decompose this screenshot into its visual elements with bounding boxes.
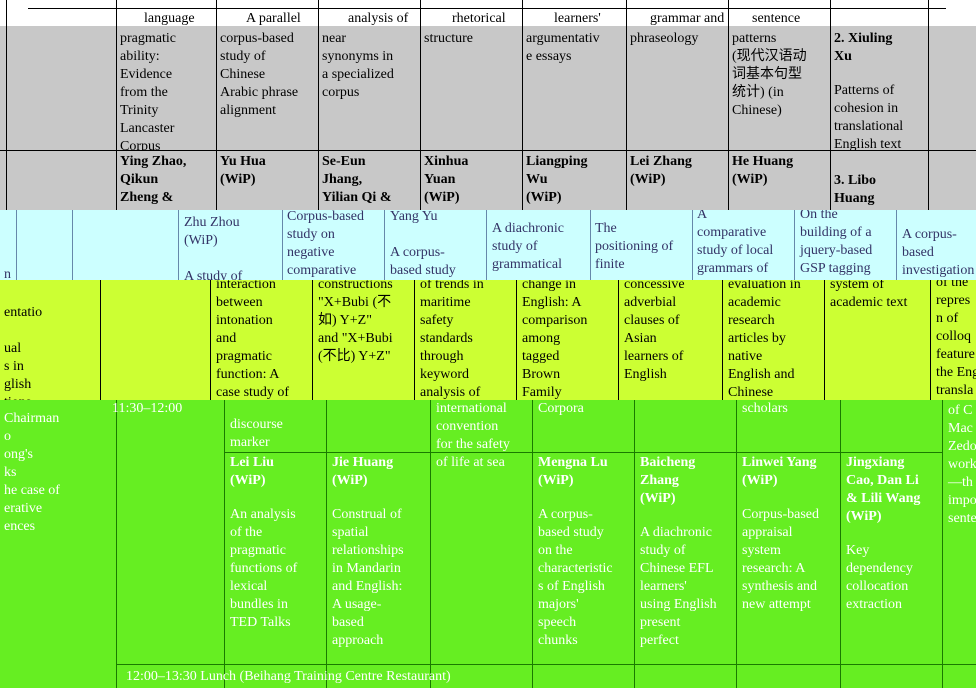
paper-title: pragmatic ability: Evidence from the Tri… [120, 31, 176, 150]
paper-title: system of academic text [830, 280, 908, 310]
header-cell: grammar and [650, 11, 725, 26]
paper-title: evaluation in academic research articles… [728, 280, 801, 400]
session-author: Liangping Wu (WiP) [526, 154, 588, 205]
gray-band: language A parallel analysis of rhetoric… [0, 0, 976, 210]
session-author: Mengna Lu (WiP) [538, 455, 608, 488]
paper-title: The positioning of finite [595, 221, 674, 272]
session-author: 3. Libo Huang [834, 173, 877, 206]
header-cell: A parallel [246, 11, 301, 26]
paper-title: international convention for the safety … [436, 401, 510, 470]
paper-title: Corpora [538, 401, 584, 416]
paper-title: Construal of spatial relationships in Ma… [332, 507, 404, 648]
paper-title: interaction between intonation and pragm… [216, 280, 290, 404]
green-band: Chairman o ong's ks he case of erative e… [0, 400, 976, 688]
session-author: Lei Liu (WiP) [230, 455, 274, 488]
row-label: entatio ual s in glish tions [4, 305, 43, 404]
paper-title: concessive adverbial clauses of Asian le… [624, 280, 685, 382]
session-author: Xinhua Yuan (WiP) [424, 154, 469, 205]
paper-title: Patterns of cohesion in translational En… [834, 83, 904, 152]
session-author: Baicheng Zhang (WiP) [640, 455, 696, 506]
paper-title: A comparative study of local grammars of [697, 210, 774, 276]
paper-title: A diachronic study of Chinese EFL learne… [640, 525, 717, 648]
header-cell: sentence [752, 11, 801, 26]
yellow-band: entatio ual s in glish tions interaction… [0, 280, 976, 404]
paper-title: near synonyms in a specialized corpus [322, 31, 394, 100]
header-cell: language [144, 11, 195, 26]
stub-text: n [4, 267, 11, 282]
paper-title: corpus-based study of Chinese Arabic phr… [220, 31, 299, 118]
paper-title: of the repres n of colloq feature the En… [936, 280, 976, 398]
paper-title: discourse marker [230, 417, 283, 450]
header-cell: analysis of [348, 11, 409, 26]
paper-title: argumentativ e essays [526, 31, 600, 64]
paper-title: A diachronic study of grammatical [492, 221, 564, 272]
cyan-band: n Zhu Zhou (WiP) A study of Corpus-based… [0, 210, 976, 284]
paper-title: Key dependency collocation extraction [846, 543, 913, 612]
row-label: Chairman o ong's ks he case of erative e… [4, 411, 60, 534]
paper-title: Yang Yu A corpus- based study [390, 210, 456, 278]
paper-title: A corpus- based study on the characteris… [538, 507, 613, 648]
paper-title: Zhu Zhou (WiP) A study of [184, 215, 243, 284]
paper-title: A corpus- based investigation [902, 227, 975, 278]
time-label: 11:30–12:00 [112, 401, 183, 416]
paper-title: patterns (现代汉语动 词基本句型 统计) (in Chinese) [732, 31, 807, 118]
session-author: Jingxiang Cao, Dan Li & Lili Wang (WiP) [846, 455, 921, 524]
paper-title: constructions "X+Bubi (不 如) Y+Z" and "X+… [318, 280, 393, 364]
paper-title: of C Mac Zedo work —th impo sente [948, 403, 976, 526]
paper-title: An analysis of the pragmatic functions o… [230, 507, 298, 630]
paper-title: change in English: A comparison among ta… [522, 280, 588, 400]
paper-title: Corpus-based study on negative comparati… [287, 210, 364, 278]
session-author: He Huang (WiP) [732, 154, 794, 187]
session-author: 2. Xiuling Xu [834, 31, 893, 64]
session-author: Se-Eun Jhang, Yilian Qi & [322, 154, 392, 205]
paper-title: scholars [742, 401, 788, 416]
paper-title: On the building of a jquery-based GSP ta… [800, 210, 873, 276]
paper-title: of trends in maritime safety standards t… [420, 280, 484, 400]
paper-title: phraseology [630, 31, 699, 46]
session-author: Jie Huang (WiP) [332, 455, 394, 488]
header-cell: learners' [554, 11, 601, 26]
session-author: Yu Hua (WiP) [220, 154, 266, 187]
session-author: Lei Zhang (WiP) [630, 154, 692, 187]
paper-title: structure [424, 31, 473, 46]
session-author: Linwei Yang (WiP) [742, 455, 817, 488]
session-author: Ying Zhao, Qikun Zheng & [120, 154, 187, 205]
lunch-row: 12:00–13:30 Lunch (Beihang Training Cent… [126, 669, 451, 684]
paper-title: Corpus-based appraisal system research: … [742, 507, 819, 612]
header-cell: rhetorical [452, 11, 506, 26]
header-strip [0, 0, 976, 26]
